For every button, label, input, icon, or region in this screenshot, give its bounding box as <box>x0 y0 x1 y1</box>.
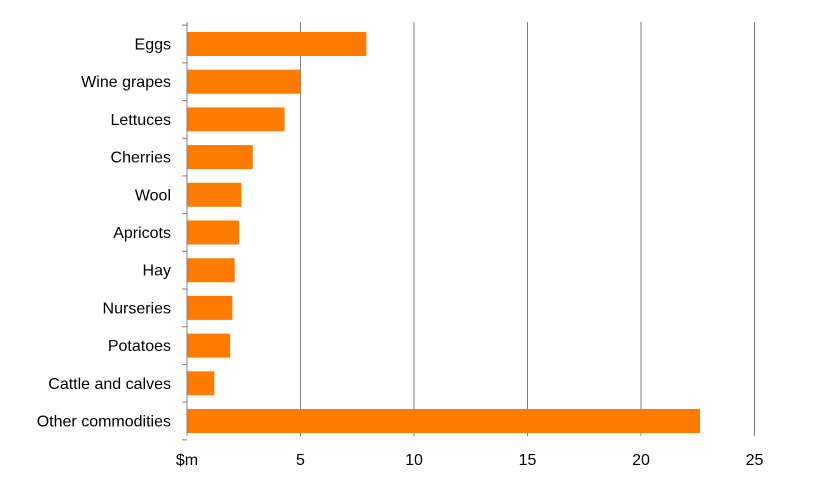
category-label-hay: Hay <box>143 263 171 280</box>
category-label-cherries: Cherries <box>111 150 171 167</box>
category-label-cattle-and-calves: Cattle and calves <box>48 376 171 393</box>
category-label-wine-grapes: Wine grapes <box>81 74 171 91</box>
category-label-lettuces: Lettuces <box>111 112 171 129</box>
bar-hay <box>187 258 235 283</box>
bar-cherries <box>187 145 253 170</box>
x-axis-unit-label: $m <box>176 452 198 469</box>
category-label-other-commodities: Other commodities <box>37 414 171 431</box>
bar-wool <box>187 182 242 207</box>
x-tick-label-25: 25 <box>746 452 764 469</box>
category-label-wool: Wool <box>135 187 171 204</box>
gridlines <box>300 22 755 436</box>
bar-nurseries <box>187 295 233 320</box>
bar-potatoes <box>187 333 231 358</box>
bar-eggs <box>187 32 367 56</box>
bar-other-commodities <box>187 409 701 433</box>
axes <box>182 22 188 441</box>
bar-cattle-and-calves <box>187 371 215 396</box>
bar-lettuces <box>187 107 285 132</box>
x-tick-label-5: 5 <box>296 452 305 469</box>
labels: Eggs Wine grapes Lettuces Cherries Wool Apric… <box>37 37 764 470</box>
category-label-eggs: Eggs <box>135 37 171 54</box>
category-label-potatoes: Potatoes <box>108 338 171 355</box>
x-tick-label-10: 10 <box>405 452 423 469</box>
bar-wine-grapes <box>187 69 301 94</box>
bar-apricots <box>187 220 240 245</box>
category-label-nurseries: Nurseries <box>103 300 171 317</box>
x-tick-label-15: 15 <box>519 452 537 469</box>
x-tick-label-20: 20 <box>632 452 650 469</box>
category-label-apricots: Apricots <box>113 225 171 242</box>
bars <box>187 32 701 433</box>
